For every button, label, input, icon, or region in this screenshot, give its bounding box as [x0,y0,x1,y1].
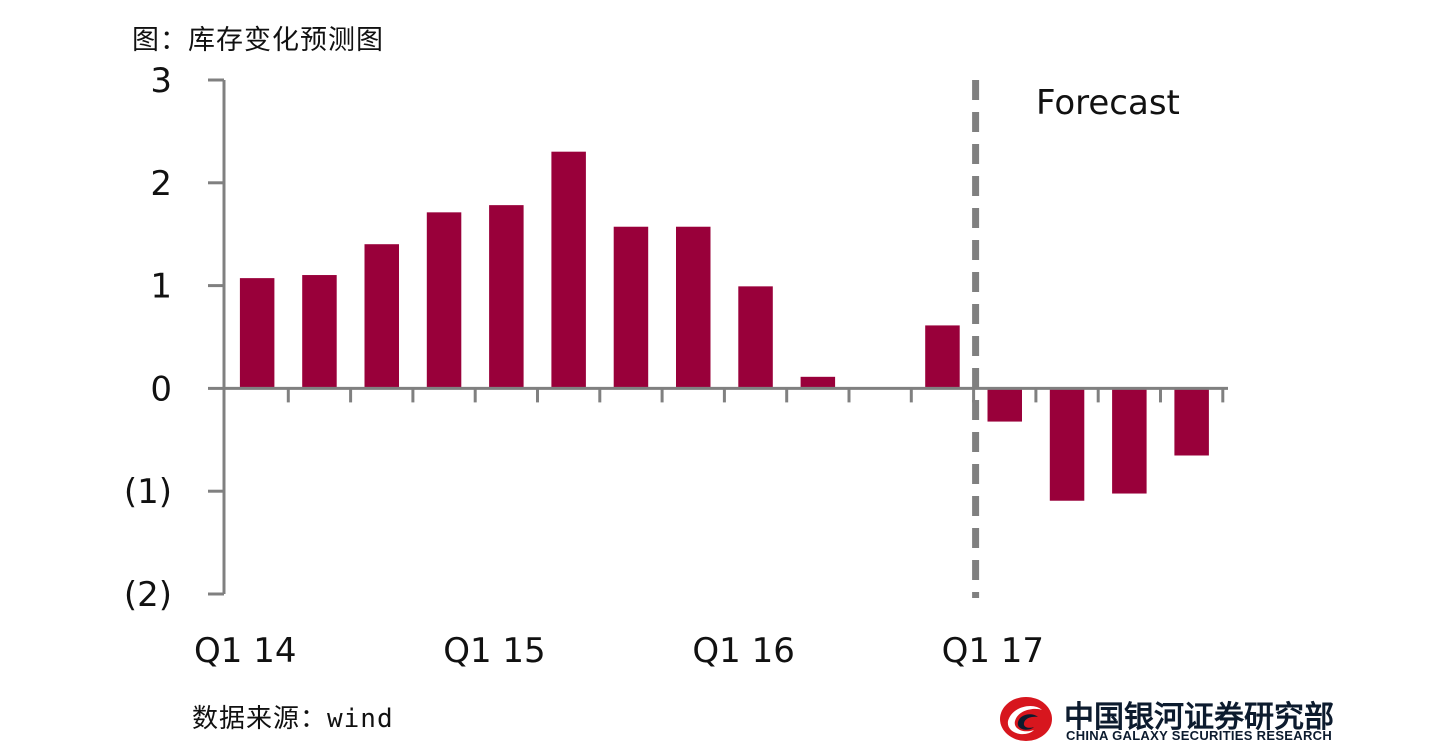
bar-Q1-15 [487,203,526,390]
galaxy-logo-icon [1000,697,1052,741]
bar-Q3-17 [1110,387,1149,496]
y-axis: 3 2 1 0 (1) (2) [124,61,226,615]
x-tick-label: Q1 14 [194,631,296,671]
company-logo: 中国银河证券研究部 CHINA GALAXY SECURITIES RESEAR… [998,692,1368,746]
chart-title: 图：库存变化预测图 [132,25,384,56]
bar-Q2-17 [1048,387,1086,503]
bars [238,150,1211,503]
bar-Q4-17 [1172,387,1211,457]
y-tick-label: (1) [124,472,172,512]
forecast-marker: Forecast [972,80,1180,598]
y-tick-label: 1 [150,267,172,307]
bar-Q2-16 [799,375,837,390]
y-tick-label: 0 [150,369,172,409]
bar-Q1-17 [986,387,1024,424]
bar-Q4-15 [674,225,712,390]
bar-Q2-14 [300,273,339,390]
bar-Q3-15 [612,225,650,390]
logo-name-en: CHINA GALAXY SECURITIES RESEARCH [1066,728,1333,743]
data-source: 数据来源：wind [192,704,394,734]
forecast-label: Forecast [1036,83,1180,123]
x-tick-label: Q1 17 [942,631,1044,671]
y-tick-label: 2 [150,164,172,204]
bar-Q3-14 [363,242,401,390]
bar-Q4-14 [425,210,463,390]
bar-Q1-14 [238,276,276,390]
x-tick-label: Q1 16 [692,631,794,671]
y-tick-label: (2) [124,575,172,615]
bar-Q2-15 [549,150,588,390]
bar-Q1-16 [736,284,775,390]
bar-Q4-16 [923,323,962,390]
logo-name-cn: 中国银河证券研究部 [1064,700,1334,735]
x-tick-label: Q1 15 [443,631,545,671]
y-tick-label: 3 [150,61,172,101]
